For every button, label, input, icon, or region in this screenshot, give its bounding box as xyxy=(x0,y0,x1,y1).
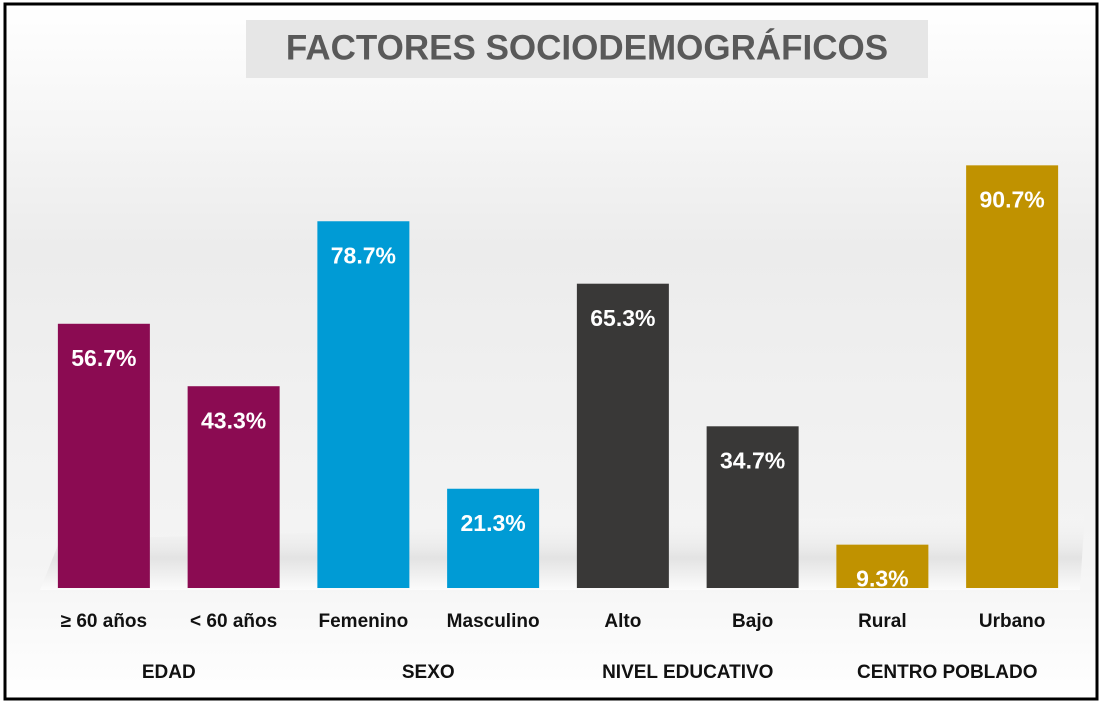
category-label: Masculino xyxy=(447,611,540,632)
group-label: CENTRO POBLADO xyxy=(857,662,1038,683)
group-label: EDAD xyxy=(142,662,196,683)
bar xyxy=(706,426,799,588)
bar xyxy=(447,488,540,588)
category-label: Femenino xyxy=(319,611,409,632)
group-label: NIVEL EDUCATIVO xyxy=(602,662,773,683)
bar xyxy=(576,283,669,588)
frame xyxy=(3,2,1099,701)
bar xyxy=(187,386,280,588)
group-label: SEXO xyxy=(402,662,455,683)
bar xyxy=(57,323,150,588)
bar xyxy=(317,221,410,588)
title-box xyxy=(246,20,928,78)
category-label: Alto xyxy=(604,611,641,632)
value-label: 43.3% xyxy=(201,407,266,433)
category-label: ≥ 60 años xyxy=(61,611,147,632)
value-label: 21.3% xyxy=(461,510,526,536)
chart-title: FACTORES SOCIODEMOGRÁFICOS xyxy=(286,27,888,67)
value-label: 56.7% xyxy=(71,345,136,371)
bar xyxy=(966,165,1059,588)
floor-shadow xyxy=(40,510,1085,590)
bar xyxy=(836,544,929,588)
value-label: 78.7% xyxy=(331,242,396,268)
category-label: Rural xyxy=(858,611,907,632)
value-label: 9.3% xyxy=(856,566,908,592)
value-label: 90.7% xyxy=(980,186,1045,212)
value-label: 34.7% xyxy=(720,447,785,473)
category-label: Bajo xyxy=(732,611,773,632)
category-label: < 60 años xyxy=(190,611,277,632)
value-label: 65.3% xyxy=(590,305,655,331)
category-label: Urbano xyxy=(979,611,1046,632)
